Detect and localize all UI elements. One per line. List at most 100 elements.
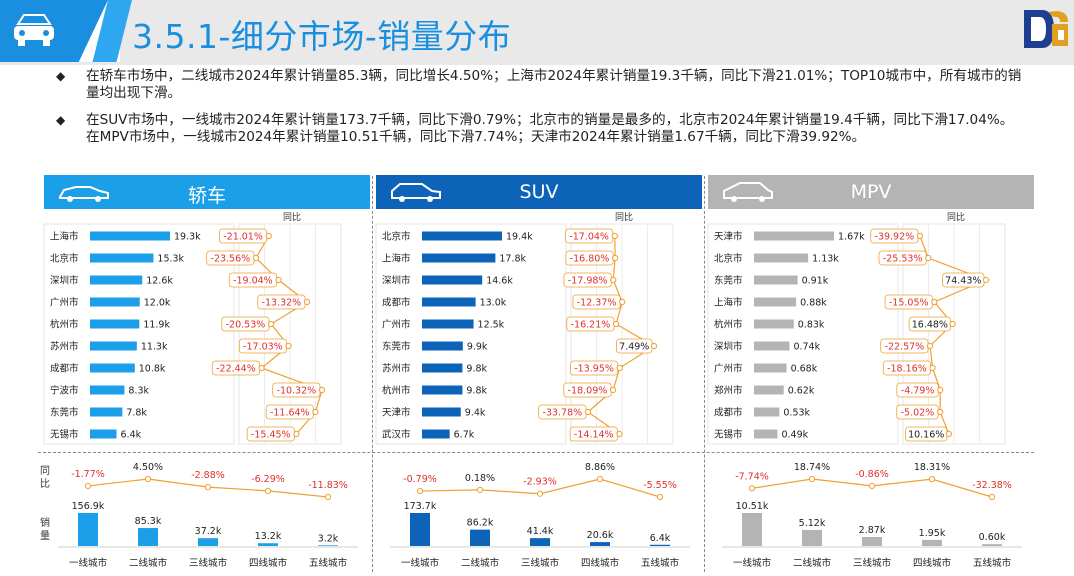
tier-sales-axis-label: 量 [40, 530, 50, 542]
tier-sales-value-label: 3.2k [318, 533, 339, 544]
yoy-point [945, 430, 953, 438]
cars-icon [14, 14, 54, 46]
yoy-point [650, 342, 658, 350]
yoy-point [929, 364, 936, 372]
tier-yoy-label: -0.79% [403, 474, 437, 485]
tier-yoy-point [476, 486, 484, 493]
yoy-label: -11.64% [270, 408, 310, 419]
yoy-label: -33.78% [543, 408, 583, 419]
sales-value-label: 10.8k [139, 364, 166, 375]
tier-yoy-label: 18.74% [794, 462, 830, 473]
sales-bar [90, 407, 123, 417]
sales-bar [754, 297, 797, 307]
tier-sales-bar [258, 543, 278, 546]
tier-yoy-label: -5.55% [643, 480, 677, 491]
sales-bar [422, 429, 450, 439]
yoy-label: -15.05% [889, 298, 929, 309]
sales-bar [90, 429, 117, 439]
sales-value-label: 0.91k [802, 276, 829, 287]
sales-bar [422, 385, 463, 395]
tier-sales-bar [318, 545, 338, 546]
sales-bar [422, 407, 461, 417]
yoy-line [587, 235, 656, 435]
city-label: 东莞市 [714, 275, 743, 287]
title-bar-underline [0, 62, 1074, 65]
yoy-point [931, 298, 938, 306]
sales-bar [422, 297, 476, 307]
yoy-point [252, 254, 260, 262]
sales-value-label: 0.83k [798, 320, 825, 331]
tier-yoy-label: -6.29% [251, 474, 285, 485]
sales-bar [90, 253, 154, 263]
yoy-label: -14.14% [574, 430, 614, 441]
tier-category-label: 五线城市 [973, 557, 1012, 569]
tier-yoy-point [536, 490, 544, 497]
tier-category-label: 二线城市 [793, 557, 832, 569]
title-bar-background [120, 0, 1074, 64]
sales-value-label: 9.9k [467, 342, 488, 353]
sales-bar [90, 275, 143, 285]
tier-sales-bar [138, 528, 158, 546]
city-label: 广州市 [714, 363, 743, 375]
yoy-label: -16.80% [570, 254, 610, 265]
tier-yoy-label: -2.93% [523, 477, 557, 488]
divider [372, 176, 373, 572]
yoy-label: -10.32% [277, 386, 317, 397]
sales-bar [422, 363, 463, 373]
yoy-label: -25.53% [883, 254, 923, 265]
summary-bullet: 在轿车市场中，二线城市2024年累计销量85.3辆，同比增长4.50%；上海市2… [56, 68, 1026, 102]
yoy-point [616, 430, 623, 438]
tier-yoy-label: -2.88% [191, 470, 225, 481]
yoy-point [285, 342, 292, 350]
sales-value-label: 6.4k [121, 430, 142, 441]
tier-yoy-point [416, 487, 424, 495]
tier-sales-value-label: 5.12k [799, 518, 826, 529]
city-label: 杭州市 [382, 385, 411, 397]
yoy-label: -12.37% [577, 298, 617, 309]
tier-sales-value-label: 20.6k [587, 530, 614, 541]
yoy-point [619, 298, 626, 306]
sales-value-label: 1.13k [812, 254, 839, 265]
tier-sales-value-label: 41.4k [527, 526, 554, 537]
sales-bar [422, 253, 496, 263]
tier-yoy-point [84, 482, 92, 490]
city-label: 上海市 [714, 297, 743, 309]
tier-yoy-label: -7.74% [735, 471, 769, 482]
yoy-label: -23.56% [211, 254, 251, 265]
tier-sales-bar [862, 536, 882, 546]
yoy-point [612, 254, 619, 262]
yoy-label: -5.02% [901, 408, 935, 419]
sales-bar [754, 275, 798, 285]
city-label: 成都市 [382, 297, 411, 309]
tier-yoy-point [596, 475, 604, 483]
city-label: 北京市 [714, 253, 743, 265]
tier-yoy-label: 8.86% [585, 462, 615, 473]
city-label: 上海市 [382, 253, 411, 265]
city-label: 苏州市 [50, 341, 79, 353]
yoy-point [258, 364, 265, 372]
sales-value-label: 15.3k [157, 254, 184, 265]
city-label: 北京市 [382, 231, 411, 243]
sales-bar [754, 319, 794, 329]
yoy-label: -13.32% [262, 298, 302, 309]
tier-sales-bar [650, 544, 670, 546]
tier-category-label: 五线城市 [309, 557, 348, 569]
city-label: 成都市 [714, 407, 743, 419]
city-label: 东莞市 [382, 341, 411, 353]
sales-value-label: 12.6k [146, 276, 173, 287]
city-label: 深圳市 [382, 275, 411, 287]
sales-bar [90, 385, 125, 395]
tier-sales-bar [198, 538, 218, 546]
tier-sales-bar [78, 513, 98, 546]
sales-bar [422, 341, 463, 351]
yoy-label: -18.16% [887, 364, 927, 375]
tier-yoy-point [928, 476, 936, 483]
yoy-point [925, 254, 932, 262]
yoy-point [312, 408, 319, 416]
tier-yoy-label: 0.18% [465, 473, 495, 484]
tier-category-label: 三线城市 [189, 557, 228, 569]
city-label: 宁波市 [50, 385, 79, 397]
tier-yoy-label: -1.77% [71, 469, 105, 480]
yoy-point [611, 232, 618, 240]
